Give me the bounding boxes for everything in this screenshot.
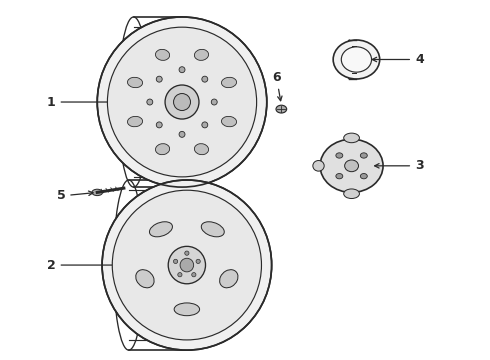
Ellipse shape bbox=[221, 77, 237, 88]
Ellipse shape bbox=[196, 259, 200, 264]
Text: 5: 5 bbox=[56, 189, 93, 202]
Text: 4: 4 bbox=[372, 53, 424, 66]
Text: 2: 2 bbox=[47, 258, 117, 271]
Ellipse shape bbox=[173, 94, 191, 111]
Ellipse shape bbox=[178, 273, 182, 277]
Ellipse shape bbox=[202, 122, 208, 128]
Ellipse shape bbox=[92, 189, 102, 195]
Ellipse shape bbox=[168, 246, 205, 284]
Ellipse shape bbox=[313, 161, 324, 171]
Ellipse shape bbox=[156, 122, 162, 128]
Ellipse shape bbox=[155, 144, 170, 155]
Ellipse shape bbox=[185, 251, 189, 255]
Ellipse shape bbox=[127, 77, 143, 88]
Ellipse shape bbox=[342, 47, 371, 72]
Ellipse shape bbox=[360, 174, 368, 179]
Ellipse shape bbox=[192, 273, 196, 277]
Ellipse shape bbox=[174, 303, 199, 316]
Ellipse shape bbox=[195, 144, 209, 155]
Ellipse shape bbox=[220, 270, 238, 288]
Ellipse shape bbox=[360, 153, 368, 158]
Ellipse shape bbox=[173, 259, 178, 264]
Ellipse shape bbox=[201, 222, 224, 237]
Ellipse shape bbox=[202, 76, 208, 82]
Ellipse shape bbox=[149, 222, 172, 237]
Ellipse shape bbox=[102, 180, 271, 350]
Ellipse shape bbox=[276, 105, 287, 113]
Text: 1: 1 bbox=[47, 95, 122, 108]
Text: 6: 6 bbox=[272, 71, 282, 101]
Ellipse shape bbox=[180, 258, 194, 272]
Ellipse shape bbox=[136, 270, 154, 288]
Ellipse shape bbox=[336, 174, 343, 179]
Ellipse shape bbox=[179, 67, 185, 73]
Ellipse shape bbox=[221, 116, 237, 127]
Ellipse shape bbox=[211, 99, 217, 105]
Ellipse shape bbox=[147, 99, 153, 105]
Ellipse shape bbox=[343, 189, 360, 198]
Ellipse shape bbox=[179, 131, 185, 137]
Ellipse shape bbox=[336, 153, 343, 158]
Ellipse shape bbox=[333, 40, 380, 79]
Ellipse shape bbox=[127, 116, 143, 127]
Ellipse shape bbox=[344, 160, 359, 172]
Ellipse shape bbox=[320, 139, 383, 192]
Ellipse shape bbox=[155, 49, 170, 60]
Ellipse shape bbox=[107, 27, 257, 177]
Ellipse shape bbox=[97, 17, 267, 187]
Ellipse shape bbox=[156, 76, 162, 82]
Ellipse shape bbox=[165, 85, 199, 119]
Ellipse shape bbox=[343, 133, 360, 143]
Text: 3: 3 bbox=[375, 159, 424, 172]
Ellipse shape bbox=[112, 190, 262, 340]
Ellipse shape bbox=[195, 49, 209, 60]
